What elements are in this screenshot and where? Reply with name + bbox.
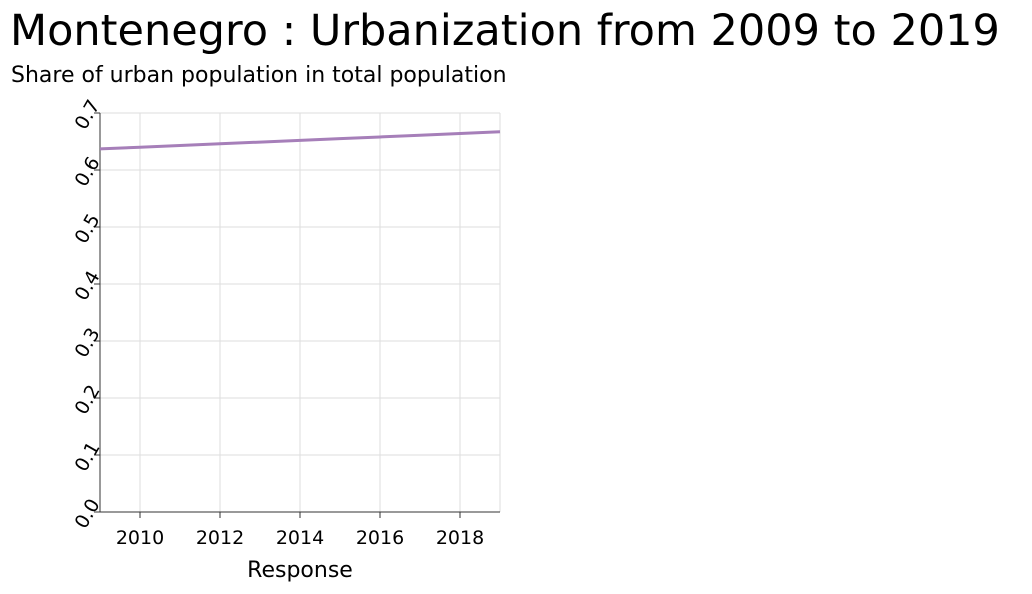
- grid-lines: [100, 112, 501, 513]
- series-layer: [99, 130, 501, 151]
- chart-title: Montenegro : Urbanization from 2009 to 2…: [10, 6, 1000, 56]
- x-tick-label: 2018: [436, 527, 484, 549]
- axes: [94, 112, 500, 518]
- x-tick-label: 2014: [276, 527, 324, 549]
- chart-subtitle: Share of urban population in total popul…: [11, 63, 507, 88]
- x-axis-label: Response: [247, 558, 353, 583]
- series-line: [99, 130, 501, 151]
- x-tick-labels: 2010 2012 2014 2016 2018: [116, 527, 484, 549]
- x-tick-label: 2012: [196, 527, 244, 549]
- x-tick-label: 2016: [356, 527, 404, 549]
- x-tick-label: 2010: [116, 527, 164, 549]
